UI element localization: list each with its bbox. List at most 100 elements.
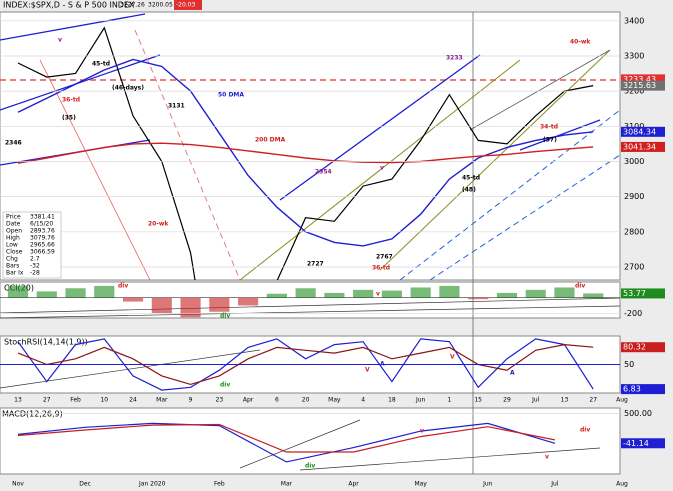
info-key: Bar Ix [6, 270, 24, 277]
bar [266, 293, 287, 298]
x-tick-label: 4 [361, 397, 365, 404]
annotation: div [575, 283, 585, 290]
info-key: Price [6, 214, 21, 221]
annotation: 40-wk [570, 39, 591, 46]
annotation: div [220, 313, 230, 320]
last-value-label: 3084.34 [623, 127, 656, 136]
y-tick-label: 50 [624, 360, 634, 369]
chart-title: INDEX:$SPX,D - S & P 500 INDEX [3, 1, 135, 10]
y-tick-label: 3200 [624, 87, 644, 96]
bar [439, 285, 460, 298]
x-tick-label: Nov [12, 481, 24, 488]
annotation: 2767 [376, 254, 393, 261]
info-key: Date [6, 221, 21, 228]
y-tick-label: 2800 [624, 227, 644, 236]
x-tick-label: Aug [616, 481, 628, 488]
x-tick-label: Dec [79, 481, 91, 488]
annotation: (37) [543, 137, 557, 144]
bar [410, 287, 431, 298]
annotation: div [580, 427, 590, 434]
x-tick-label: 29 [503, 397, 511, 404]
x-tick-label: Jan 2020 [138, 481, 166, 488]
bar [7, 285, 29, 298]
annotation: V [365, 367, 370, 374]
quote: 3227.26 [120, 2, 145, 9]
annotation: A [380, 361, 385, 368]
panel-marks [0, 285, 620, 318]
x-tick-label: 6 [275, 397, 279, 404]
annotation: 34-td [540, 124, 558, 131]
x-tick-label: 15 [474, 397, 482, 404]
annotation: 45-td [462, 175, 480, 182]
bar [554, 287, 575, 298]
x-tick-label: 18 [388, 397, 396, 404]
annotation: v [420, 428, 424, 435]
annotation: div [305, 463, 315, 470]
last-value-label: 6.83 [623, 385, 641, 394]
annotation: 2727 [307, 261, 324, 268]
annotation: 2346 [5, 140, 22, 147]
annotation: div [220, 382, 230, 389]
annotation: (48) [462, 187, 476, 194]
quote-box [174, 0, 202, 10]
bar [468, 297, 489, 300]
x-tick-label: 27 [43, 397, 51, 404]
x-tick-label: 13 [14, 397, 22, 404]
info-value: 3079.76 [30, 235, 55, 242]
annotation: (46-days) [112, 85, 144, 92]
annotation: v [545, 454, 549, 461]
info-value: -28 [30, 270, 40, 277]
annotation: v [376, 291, 380, 298]
last-value-box [621, 74, 665, 85]
y-tick-label: -200 [624, 309, 642, 318]
bar [353, 289, 374, 298]
x-tick-label: 9 [189, 397, 193, 404]
bar [180, 297, 201, 318]
data-line [17, 142, 594, 164]
x-tick-label: Aug [616, 397, 628, 404]
info-value: 6/15/20 [30, 221, 53, 228]
annotation: 3131 [168, 103, 185, 110]
x-tick-label: Mar [281, 481, 293, 488]
panel-marks [17, 338, 594, 391]
info-value: 3066.59 [30, 249, 55, 256]
data-line [17, 343, 594, 386]
last-value-label: 3233.43 [623, 75, 656, 84]
bar [94, 285, 115, 298]
bar [295, 288, 316, 298]
info-key: Chg [6, 256, 18, 263]
panel-marks [17, 422, 556, 463]
quote: 3200.05 [148, 2, 173, 9]
last-value-label: -41.14 [623, 439, 649, 448]
info-key: Open [6, 228, 22, 235]
last-value-label: 3215.63 [623, 81, 656, 90]
x-tick-label: Apr [348, 481, 359, 488]
x-tick-label: Feb [70, 397, 81, 404]
x-tick-label: May [328, 397, 341, 404]
x-tick-label: May [414, 481, 427, 488]
last-value-box [621, 384, 665, 395]
last-value-label: 53.77 [623, 289, 646, 298]
x-tick-label: 27 [589, 397, 597, 404]
x-tick-label: 24 [129, 397, 137, 404]
bar [381, 290, 402, 298]
annotation: div [118, 283, 128, 290]
annotation: 2954 [315, 169, 332, 176]
annotation: (35) [62, 115, 76, 122]
last-value-box [621, 342, 665, 353]
bar [238, 297, 259, 306]
last-value-box [621, 141, 665, 152]
y-tick-label: 3300 [624, 51, 644, 60]
x-tick-label: Jun [415, 397, 426, 404]
info-box [2, 211, 62, 279]
y-tick-label: 2900 [624, 192, 644, 201]
x-tick-label: Apr [243, 397, 254, 404]
last-value-box [621, 438, 665, 449]
last-value-label: 80.32 [623, 343, 646, 352]
annotation: 20-wk [148, 221, 169, 228]
x-tick-label: 1 [448, 397, 452, 404]
bar [122, 297, 144, 302]
data-line [17, 26, 594, 280]
overlay-label: 200 DMA [255, 137, 286, 144]
